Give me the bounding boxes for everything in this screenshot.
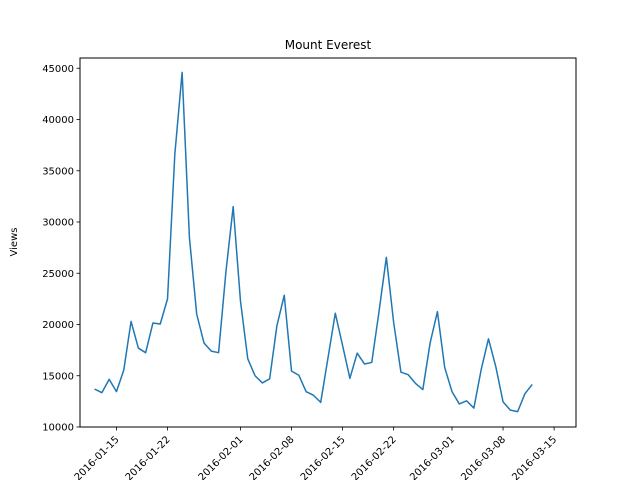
y-tick-label: 35000 <box>42 166 74 177</box>
y-tick-label: 10000 <box>42 423 74 434</box>
plot-series <box>94 71 533 413</box>
series-line <box>94 71 533 413</box>
y-tick-label: 40000 <box>42 115 74 126</box>
y-axis: 10000 15000 20000 25000 30000 35000 40000 45000 <box>42 64 80 434</box>
y-tick-label: 25000 <box>42 269 74 280</box>
plot-frame <box>79 57 577 428</box>
y-tick-label: 30000 <box>42 218 74 229</box>
y-tick-label: 45000 <box>42 64 74 75</box>
y-tick-label: 15000 <box>42 371 74 382</box>
y-tick-label: 20000 <box>42 320 74 331</box>
y-axis-label: Views <box>9 228 20 257</box>
chart-title: Mount Everest <box>285 38 372 52</box>
